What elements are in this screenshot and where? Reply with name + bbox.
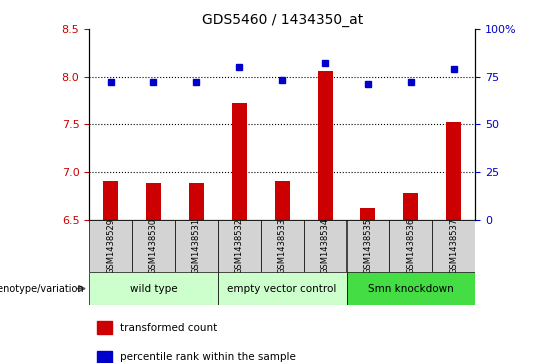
Bar (303, 220, 347, 272)
Title: GDS5460 / 1434350_at: GDS5460 / 1434350_at (201, 13, 363, 26)
Text: wild type: wild type (130, 284, 177, 294)
Bar (97, 322, 112, 334)
Text: empty vector control: empty vector control (227, 284, 337, 294)
Bar (175, 220, 218, 272)
Text: transformed count: transformed count (120, 323, 217, 333)
Text: GSM1438537: GSM1438537 (449, 218, 458, 274)
Bar (218, 220, 261, 272)
Bar (446, 122, 461, 220)
Bar (403, 193, 418, 220)
Text: percentile rank within the sample: percentile rank within the sample (120, 352, 296, 362)
Bar (360, 208, 375, 220)
Bar (89, 220, 132, 272)
Bar (189, 183, 204, 220)
Bar (132, 220, 175, 272)
Text: Smn knockdown: Smn knockdown (368, 284, 454, 294)
Text: GSM1438529: GSM1438529 (106, 218, 115, 274)
Bar (97, 351, 112, 363)
Text: genotype/variation: genotype/variation (0, 284, 84, 294)
Bar (218, 272, 347, 305)
Text: GSM1438535: GSM1438535 (363, 218, 373, 274)
Bar (103, 182, 118, 220)
Bar (318, 71, 333, 220)
Bar (389, 220, 433, 272)
Bar (347, 272, 475, 305)
Bar (89, 272, 218, 305)
Bar (146, 183, 161, 220)
Text: GSM1438533: GSM1438533 (278, 218, 287, 274)
Text: GSM1438530: GSM1438530 (149, 218, 158, 274)
Bar (232, 103, 247, 220)
Bar (261, 220, 303, 272)
Text: GSM1438531: GSM1438531 (192, 218, 201, 274)
Text: GSM1438534: GSM1438534 (321, 218, 329, 274)
Bar (433, 220, 475, 272)
Text: GSM1438532: GSM1438532 (235, 218, 244, 274)
Text: GSM1438536: GSM1438536 (406, 218, 415, 274)
Bar (347, 220, 389, 272)
Bar (275, 182, 289, 220)
